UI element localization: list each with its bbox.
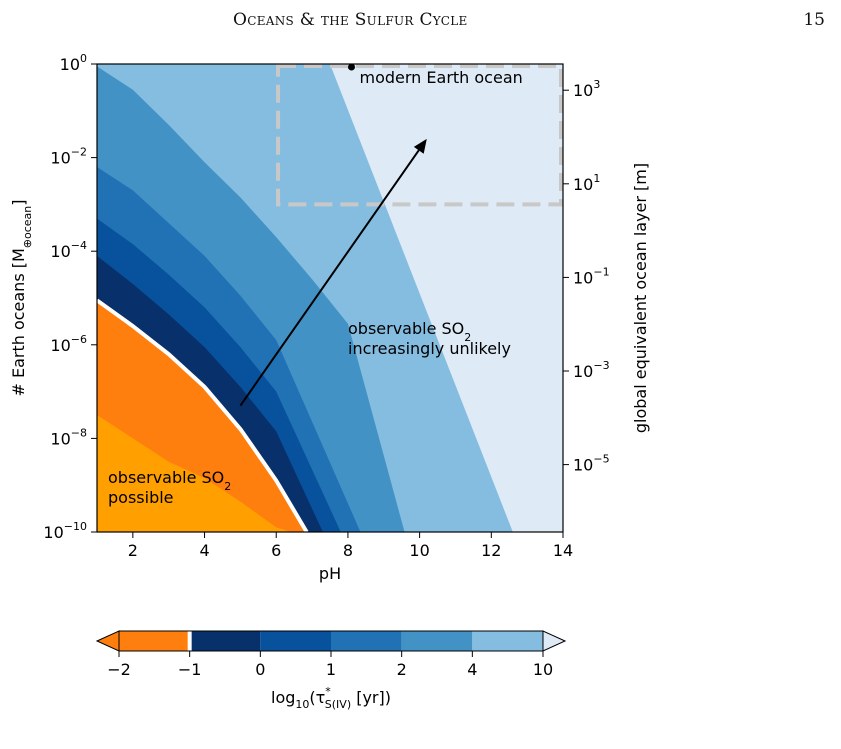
colorbar-band-0 bbox=[119, 631, 190, 651]
colorbar-band-3 bbox=[331, 631, 402, 651]
y-tick-label--6: 10−6 bbox=[50, 333, 87, 355]
y2-tick-label-3: 103 bbox=[573, 78, 600, 100]
colorbar-tick-label-4: 2 bbox=[397, 660, 407, 679]
white-contour bbox=[97, 298, 309, 532]
modern-ocean-box bbox=[276, 64, 563, 207]
y2-axis-label: global equivalent ocean layer [m] bbox=[631, 163, 650, 433]
colorbar-band-1 bbox=[189, 631, 261, 651]
colorbar-band-2 bbox=[260, 631, 331, 651]
colorbar-band-5 bbox=[472, 631, 543, 651]
annotation-possible-line1: observable SO2 bbox=[108, 468, 231, 493]
colorbar-extend-low bbox=[95, 630, 120, 652]
y-tick-label-0: 100 bbox=[60, 52, 87, 74]
colorbar-band-4 bbox=[401, 631, 473, 651]
annotation-unlikely-line1: observable SO2 bbox=[348, 319, 471, 344]
y2-tick-label-1: 101 bbox=[573, 172, 600, 194]
y-tick-label--8: 10−8 bbox=[50, 426, 87, 448]
y-tick-label--2: 10−2 bbox=[50, 146, 87, 168]
plot-frame bbox=[96, 63, 564, 533]
running-head: Oceans & the Sulfur Cycle bbox=[233, 10, 468, 30]
x-tick-label-8: 8 bbox=[343, 541, 353, 560]
colorbar-label: log10(τ* S(IV) [yr]) bbox=[271, 685, 391, 711]
modern-earth-label: modern Earth ocean bbox=[360, 68, 523, 87]
trend-arrow-head bbox=[413, 138, 427, 154]
annotation-possible-line2: possible bbox=[108, 488, 174, 507]
colorbar: −2 −1 0 1 2 4 10 log10(τ* S(IV) [yr]) bbox=[95, 630, 567, 711]
colorbar-white-gap bbox=[187, 631, 192, 651]
x-tick-label-10: 10 bbox=[409, 541, 429, 560]
modern-earth-marker bbox=[348, 63, 356, 71]
annotation-unlikely-line2: increasingly unlikely bbox=[348, 339, 511, 358]
colorbar-tick-label-0: −2 bbox=[107, 660, 131, 679]
x-axis-label: pH bbox=[319, 564, 341, 583]
x-tick-label-12: 12 bbox=[481, 541, 501, 560]
y2-tick-label--5: 10−5 bbox=[573, 453, 610, 475]
y2-tick-label--1: 10−1 bbox=[573, 265, 610, 287]
colorbar-tick-label-2: 0 bbox=[255, 660, 265, 679]
colorbar-tick-label-6: 10 bbox=[533, 660, 553, 679]
page-header: Oceans & the Sulfur Cycle 15 bbox=[0, 10, 841, 34]
band-level--1 bbox=[97, 415, 292, 532]
axes: 2 4 6 8 10 12 14 pH 100 10−2 10−4 10−6 10−8 10−10 # Ea… bbox=[9, 52, 650, 583]
y-tick-label--10: 10−10 bbox=[43, 520, 87, 542]
page-number: 15 bbox=[803, 10, 825, 30]
trend-arrow-line bbox=[239, 149, 420, 407]
y-axis-label: # Earth oceans [M⊕ocean] bbox=[9, 199, 34, 396]
contour-chart: modern Earth ocean observable SO2 increas… bbox=[9, 52, 650, 711]
x-tick-label-14: 14 bbox=[553, 541, 573, 560]
colorbar-extend-high bbox=[542, 630, 567, 652]
x-tick-label-2: 2 bbox=[128, 541, 138, 560]
plot-overlays: modern Earth ocean observable SO2 increas… bbox=[108, 63, 523, 507]
x-tick-label-6: 6 bbox=[271, 541, 281, 560]
colorbar-tick-label-5: 4 bbox=[467, 660, 477, 679]
colorbar-tick-label-3: 1 bbox=[326, 660, 336, 679]
y2-tick-label--3: 10−3 bbox=[573, 359, 610, 381]
y-tick-label--4: 10−4 bbox=[50, 239, 87, 261]
colorbar-tick-label-1: −1 bbox=[178, 660, 202, 679]
x-tick-label-4: 4 bbox=[199, 541, 209, 560]
plot-area bbox=[97, 64, 563, 532]
